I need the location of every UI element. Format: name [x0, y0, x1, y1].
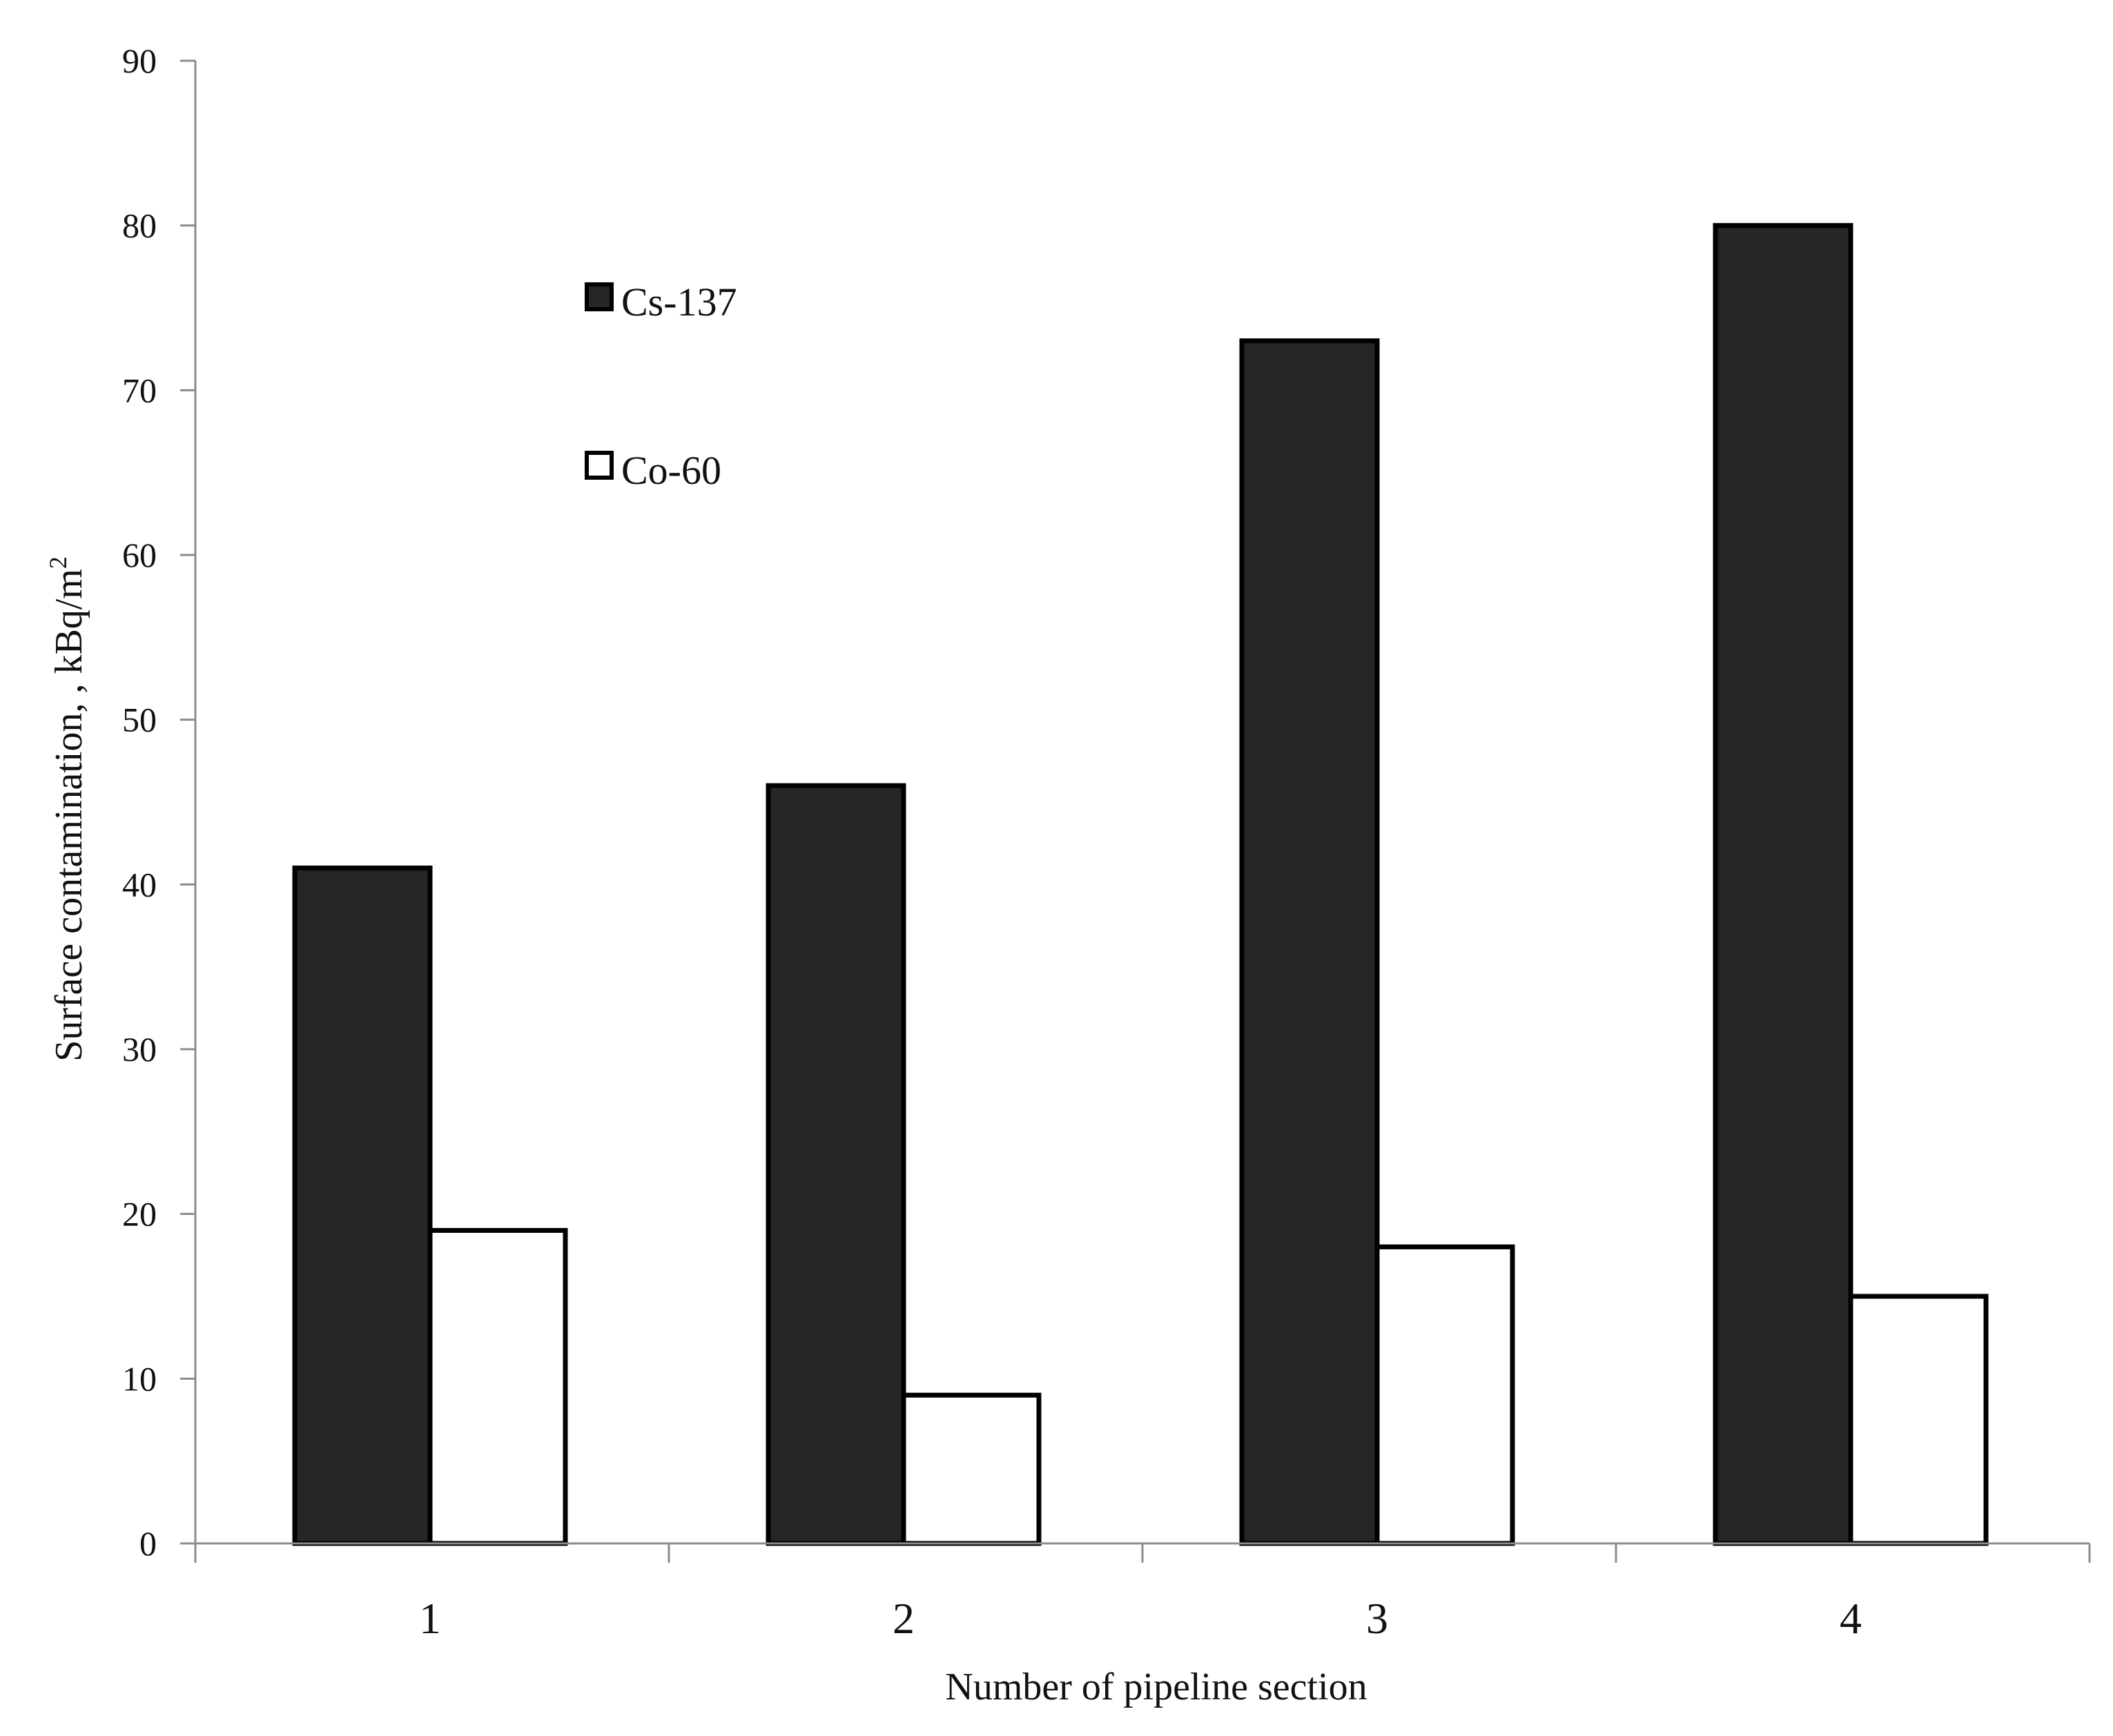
bar-co-60-section-4 [1848, 1294, 1989, 1546]
y-tick-label: 20 [122, 1195, 157, 1233]
bars-layer [292, 223, 1989, 1546]
ticks-layer: 0 10 20 30 40 50 60 70 80 90 1 2 3 4 [122, 41, 2091, 1643]
legend-swatch-co-60 [585, 451, 614, 480]
y-tick-label: 60 [122, 536, 157, 574]
legend-label-co-60: Co-60 [621, 448, 721, 493]
y-tick-label: 30 [122, 1030, 157, 1069]
bar-co-60-section-1 [427, 1228, 568, 1546]
y-axis-title-superscript: 2 [44, 556, 72, 569]
y-axis-title: Surface contamination, , kBq/m2 [44, 556, 90, 1062]
y-tick-label: 40 [122, 865, 157, 904]
x-category-label: 2 [893, 1594, 915, 1643]
legend: Cs-137 Co-60 [585, 280, 737, 493]
y-tick-label: 70 [122, 371, 157, 409]
bar-co-60-section-3 [1374, 1244, 1515, 1546]
legend-swatch-cs-137 [585, 282, 614, 311]
y-tick-label: 80 [122, 206, 157, 245]
bar-cs-137-section-2 [766, 783, 906, 1546]
bar-co-60-section-2 [901, 1392, 1042, 1546]
y-tick-label: 50 [122, 701, 157, 739]
x-category-label: 3 [1366, 1594, 1388, 1643]
x-axis-title: Number of pipeline section [945, 1666, 1367, 1708]
bar-cs-137-section-3 [1239, 338, 1380, 1546]
y-tick-label: 90 [122, 41, 157, 80]
bar-cs-137-section-1 [292, 865, 433, 1546]
x-category-label: 4 [1840, 1594, 1862, 1643]
legend-label-cs-137: Cs-137 [621, 280, 737, 324]
y-tick-label: 0 [139, 1524, 157, 1563]
bar-cs-137-section-4 [1713, 223, 1853, 1546]
y-axis-title-main: Surface contamination, , kBq/m [48, 569, 90, 1062]
x-category-label: 1 [419, 1594, 441, 1643]
y-tick-label: 10 [122, 1359, 157, 1398]
